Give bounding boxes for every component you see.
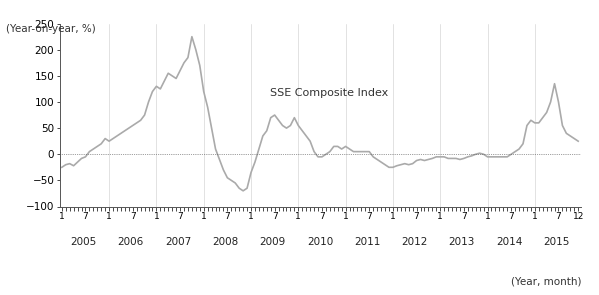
Text: 2012: 2012 [401, 237, 428, 247]
Text: 2008: 2008 [212, 237, 238, 247]
Text: 2011: 2011 [354, 237, 380, 247]
Text: (Year, month): (Year, month) [510, 276, 581, 286]
Text: 2005: 2005 [70, 237, 96, 247]
Text: SSE Composite Index: SSE Composite Index [270, 88, 388, 98]
Text: 2010: 2010 [307, 237, 333, 247]
Text: 2013: 2013 [449, 237, 475, 247]
Text: 2006: 2006 [117, 237, 144, 247]
Text: 2015: 2015 [543, 237, 570, 247]
Text: 2009: 2009 [259, 237, 286, 247]
Text: (Year-on-year, %): (Year-on-year, %) [6, 24, 96, 34]
Text: 2014: 2014 [496, 237, 522, 247]
Text: 2007: 2007 [165, 237, 191, 247]
